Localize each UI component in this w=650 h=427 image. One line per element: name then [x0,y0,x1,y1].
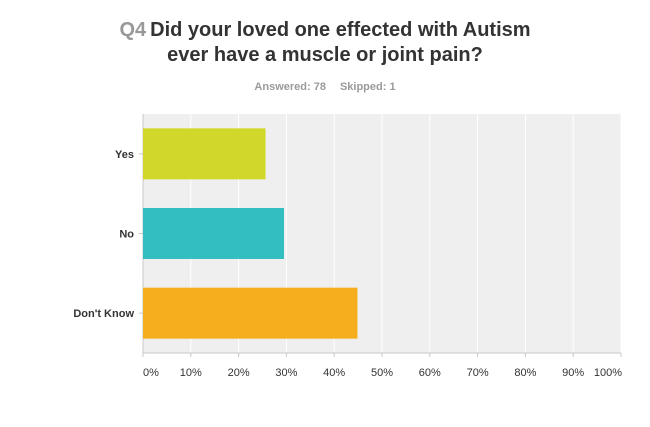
bar-yes [143,128,266,180]
x-tick-label: 20% [228,367,250,379]
question-number: Q4 [119,19,147,41]
x-tick-label: 90% [562,367,584,379]
bar-no [143,208,284,259]
response-stats: Answered: 78 Skipped: 1 [0,81,650,93]
x-tick-label: 30% [275,367,297,379]
x-tick-label: 60% [419,367,441,379]
title-line-2: ever have a muscle or joint pain? [167,44,483,66]
title-text-1: Did your loved one effected with Autism [150,19,531,41]
question-title: Q4 Did your loved one effected with Autis… [0,18,650,68]
answered-count: Answered: 78 [254,81,326,93]
x-tick-label: 10% [180,367,202,379]
x-tick-label: 70% [467,367,489,379]
skipped-count: Skipped: 1 [339,81,396,93]
category-label: Don't Know [73,308,134,320]
bar-don-t-know [143,287,358,339]
x-tick-label: 40% [323,367,345,379]
title-line-1: Q4 Did your loved one effected with Autis… [0,18,650,43]
category-label: Yes [115,149,134,161]
x-tick-label: 100% [594,367,622,379]
x-tick-label: 50% [371,367,393,379]
category-label: No [119,229,134,241]
x-tick-label: 0% [143,367,159,379]
x-tick-label: 80% [514,367,536,379]
